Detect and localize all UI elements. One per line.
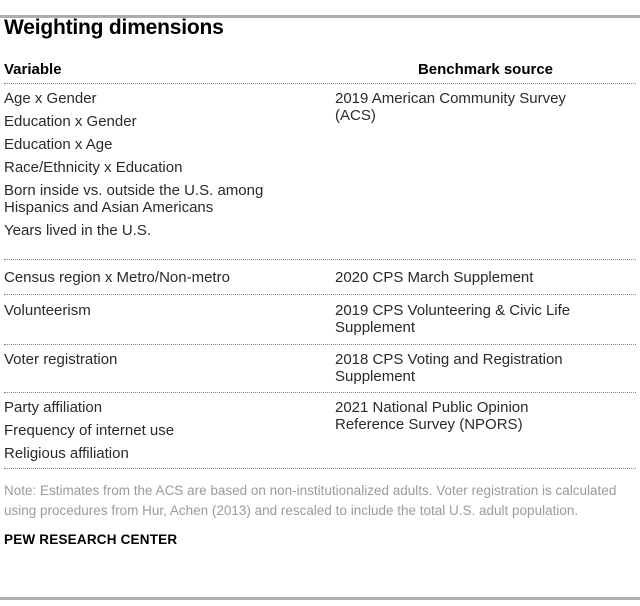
note-text: Note: Estimates from the ACS are based o…: [4, 483, 617, 518]
table-header-row: Variable Benchmark source: [4, 61, 636, 84]
table-row-npors: Party affiliation Frequency of internet …: [4, 393, 636, 469]
benchmark-source-cell: 2021 National Public Opinion Reference S…: [335, 399, 529, 433]
variable-cell: Age x Gender Education x Gender Educatio…: [4, 90, 335, 239]
table-row-acs: Age x Gender Education x Gender Educatio…: [4, 84, 636, 260]
variable-list: Voter registration: [4, 351, 311, 368]
variable-item: Frequency of internet use: [4, 422, 175, 439]
benchmark-source-cell: 2019 American Community Survey (ACS): [335, 90, 566, 124]
variable-cell: Voter registration: [4, 351, 335, 385]
benchmark-source-cell: 2019 CPS Volunteering & Civic Life Suppl…: [335, 302, 571, 336]
figure: Weighting dimensions Variable Benchmark …: [0, 15, 640, 547]
column-header-benchmark-source: Benchmark source: [417, 61, 554, 78]
variable-item: Education x Gender: [4, 113, 137, 130]
benchmark-source-cell: 2018 CPS Voting and Registration Supplem…: [335, 351, 563, 385]
pew-research-center-attribution: PEW RESEARCH CENTER: [4, 532, 178, 547]
variable-item: Voter registration: [4, 351, 118, 368]
variable-item: Age x Gender: [4, 90, 97, 107]
bottom-rule: [0, 597, 640, 600]
table-row-voter-registration: Voter registration 2018 CPS Voting and R…: [4, 345, 636, 393]
variable-list: Volunteerism: [4, 302, 311, 319]
benchmark-source-cell: 2020 CPS March Supplement: [335, 269, 534, 286]
variable-item: Party affiliation: [4, 399, 103, 416]
variable-item: Race/Ethnicity x Education: [4, 159, 183, 176]
page-title: Weighting dimensions: [4, 16, 224, 39]
variable-item: Years lived in the U.S.: [4, 222, 152, 239]
variable-item: Born inside vs. outside the U.S. among H…: [4, 182, 264, 216]
variable-item: Census region x Metro/Non-metro: [4, 269, 230, 286]
variable-item: Religious affiliation: [4, 445, 129, 462]
weighting-dimensions-table: Variable Benchmark source Age x Gender E…: [4, 61, 636, 469]
variable-list: Census region x Metro/Non-metro: [4, 269, 311, 286]
variable-item: Volunteerism: [4, 302, 91, 319]
variable-cell: Census region x Metro/Non-metro: [4, 269, 335, 286]
variable-cell: Party affiliation Frequency of internet …: [4, 399, 335, 462]
top-rule: [0, 15, 640, 18]
variable-cell: Volunteerism: [4, 302, 335, 336]
table-row-volunteerism: Volunteerism 2019 CPS Volunteering & Civ…: [4, 295, 636, 345]
column-header-variable: Variable: [4, 61, 62, 78]
variable-list: Party affiliation Frequency of internet …: [4, 399, 311, 462]
variable-list: Age x Gender Education x Gender Educatio…: [4, 90, 311, 239]
variable-item: Education x Age: [4, 136, 113, 153]
table-row-cps-march: Census region x Metro/Non-metro 2020 CPS…: [4, 260, 636, 295]
